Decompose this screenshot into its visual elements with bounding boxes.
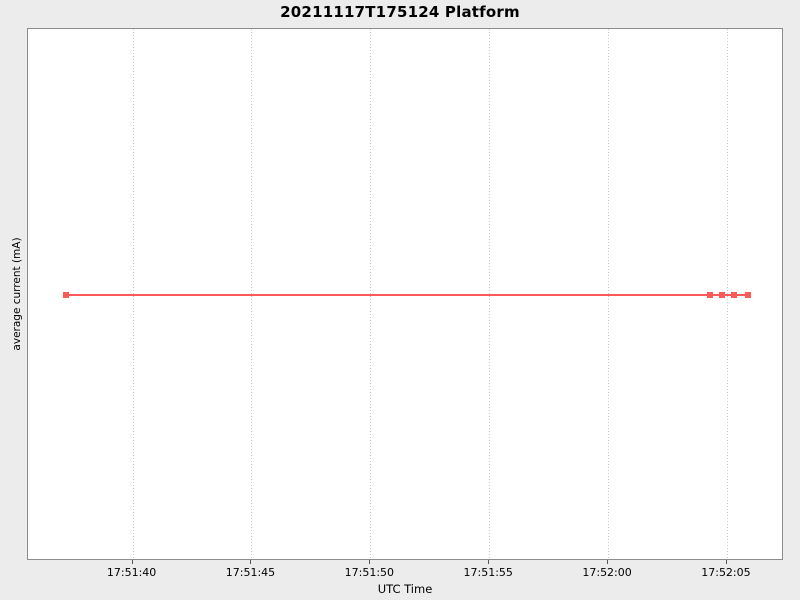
series-line-segment (722, 294, 735, 296)
x-tick-label: 17:51:40 (106, 566, 157, 579)
y-axis-label: average current (mA) (11, 237, 23, 351)
x-tick-label: 17:51:50 (344, 566, 395, 579)
chart-title: 20211117T175124 Platform (280, 3, 520, 21)
x-gridline (251, 29, 253, 559)
series-line-segment (734, 294, 749, 296)
series-data-point (719, 292, 726, 298)
x-tick-mark (250, 560, 252, 564)
x-gridline (608, 29, 610, 559)
x-gridline (132, 29, 134, 559)
series-data-point (63, 292, 70, 298)
x-tick-label: 17:52:05 (701, 566, 751, 579)
x-tick-label: 17:51:55 (463, 566, 513, 579)
plot-area (28, 29, 782, 559)
series-data-point (731, 292, 738, 298)
x-axis-label: UTC Time (377, 582, 433, 596)
series-line-segment (66, 294, 711, 296)
x-gridline (370, 29, 372, 559)
x-tick-label: 17:52:00 (582, 566, 632, 579)
x-gridline (726, 29, 728, 559)
plot-axes (27, 28, 783, 560)
x-tick-mark (725, 560, 727, 564)
series-data-point (745, 292, 752, 298)
x-tick-label: 17:51:45 (225, 566, 276, 579)
series-data-point (707, 292, 714, 298)
x-gridline (489, 29, 491, 559)
x-tick-mark (369, 560, 371, 564)
x-tick-mark (131, 560, 133, 564)
series-line-segment (710, 294, 723, 296)
x-tick-mark (488, 560, 490, 564)
x-tick-mark (607, 560, 609, 564)
